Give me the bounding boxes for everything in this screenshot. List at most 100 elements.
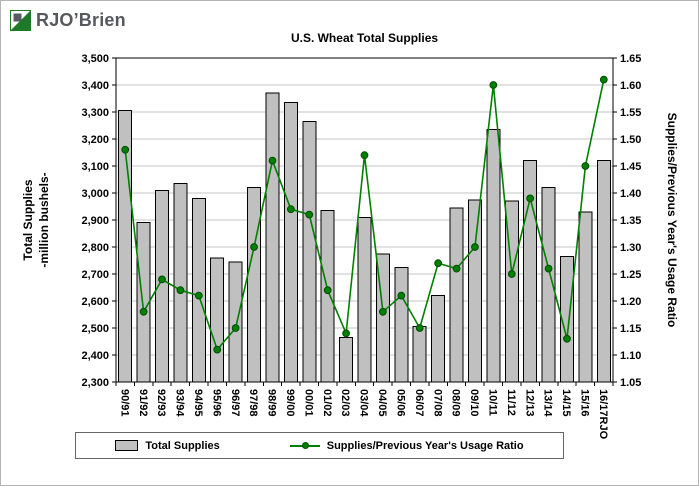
bar-07/08	[431, 295, 446, 383]
x-tick-label: 93/94	[174, 389, 186, 417]
x-tick-label: 15/16	[579, 389, 591, 417]
x-tick-label: 94/95	[192, 389, 204, 417]
y-left-tick-label: 2,400	[81, 350, 109, 362]
x-tick-label: 07/08	[431, 389, 443, 417]
y-left-tick-label: 3,200	[81, 134, 109, 146]
y-right-tick-label: 1.15	[620, 323, 641, 335]
x-tick-label: 99/00	[284, 389, 296, 417]
ratio-point-03/04	[360, 151, 369, 160]
ratio-point-92/93	[158, 275, 166, 284]
bar-96/97	[228, 261, 243, 383]
bar-06/07	[412, 326, 427, 383]
ratio-point-07/08	[434, 259, 443, 268]
y-right-tick-label: 1.35	[620, 215, 641, 227]
ratio-point-00/01	[305, 210, 314, 219]
bar-93/94	[173, 183, 188, 383]
y-left-tick-label: 2,600	[81, 296, 109, 308]
x-tick-label: 16/17RJO	[597, 389, 609, 440]
rjo-brien-logo: RJO’Brien	[10, 10, 126, 31]
bar-15/16	[578, 211, 593, 383]
bar-94/95	[191, 197, 206, 383]
x-tick-label: 08/09	[450, 389, 462, 417]
bar-02/03	[339, 336, 354, 383]
y-right-tick-label: 1.40	[620, 188, 641, 200]
bar-swatch-icon	[115, 440, 139, 451]
y-right-tick-label: 1.50	[620, 134, 641, 146]
logo-text: RJO’Brien	[36, 10, 126, 30]
legend-item-ratio: Supplies/Previous Year's Usage Ratio	[289, 440, 524, 452]
bar-95/96	[210, 257, 225, 383]
ratio-point-96/97	[231, 324, 240, 332]
y-left-tick-label: 3,500	[81, 53, 109, 65]
line-swatch-icon	[289, 441, 320, 450]
x-tick-label: 13/14	[542, 389, 554, 417]
y-right-tick-label: 1.30	[620, 242, 641, 254]
x-tick-label: 00/01	[302, 389, 314, 417]
y-left-tick-label: 2,700	[81, 269, 109, 281]
y-right-axis-title: Supplies/Previous Year's Usage Ratio	[665, 113, 679, 328]
ratio-point-93/94	[176, 286, 185, 295]
ratio-point-99/00	[286, 205, 295, 214]
plot-border	[115, 57, 614, 383]
ratio-point-14/15	[563, 334, 571, 343]
bar-08/09	[449, 207, 464, 383]
ratio-point-91/92	[139, 307, 148, 316]
y-right-tick-label: 1.45	[620, 161, 641, 173]
ratio-point-98/99	[268, 156, 277, 165]
x-tick-label: 91/92	[137, 389, 149, 417]
ratio-point-05/06	[397, 291, 406, 300]
y-right-tick-label: 1.05	[620, 377, 641, 389]
x-tick-label: 03/04	[358, 389, 370, 417]
y-right-tick-label: 1.65	[620, 53, 641, 65]
bar-12/13	[523, 160, 538, 383]
ratio-point-04/05	[379, 307, 387, 316]
ratio-point-97/98	[250, 243, 258, 251]
x-tick-label: 10/11	[487, 389, 499, 416]
bar-98/99	[265, 92, 280, 383]
ratio-point-11/12	[507, 270, 516, 278]
rjo-brien-logo-icon	[10, 10, 31, 31]
x-tick-label: 90/91	[118, 389, 130, 417]
bars-total-supplies	[118, 92, 611, 383]
ratio-point-90/91	[121, 145, 130, 154]
chart-title: U.S. Wheat Total Supplies	[290, 31, 439, 45]
bar-00/01	[302, 120, 317, 383]
y-left-axis-title: -million bushels-	[37, 172, 51, 267]
bar-10/11	[486, 129, 501, 383]
ratio-point-12/13	[526, 194, 535, 203]
ratio-point-06/07	[415, 324, 424, 332]
bar-03/04	[357, 216, 372, 383]
ratio-point-09/10	[471, 243, 479, 251]
y-right-tick-label: 1.60	[620, 80, 641, 92]
y-left-tick-label: 3,000	[81, 188, 109, 200]
bar-09/10	[467, 199, 482, 383]
ratio-point-16/17RJO	[599, 75, 608, 84]
x-tick-label: 01/02	[321, 389, 333, 417]
x-tick-label: 14/15	[560, 389, 572, 417]
y-left-tick-label: 2,500	[81, 323, 109, 335]
y-left-tick-label: 3,400	[81, 80, 109, 92]
y-right-tick-label: 1.10	[620, 350, 641, 362]
x-tick-label: 12/13	[523, 389, 535, 417]
x-tick-label: 92/93	[155, 389, 167, 417]
x-tick-label: 06/07	[413, 389, 425, 417]
ratio-point-01/02	[323, 286, 332, 295]
x-tick-label: 02/03	[339, 389, 351, 417]
bar-16/17RJO	[596, 160, 611, 383]
bar-05/06	[394, 266, 409, 383]
y-left-tick-label: 2,900	[81, 215, 109, 227]
axes: 2,300 2,400 2,500 2,600 2,700 2,800 2,900 3,000…	[21, 53, 679, 440]
y-left-tick-label: 3,100	[81, 161, 109, 173]
ratio-point-95/96	[213, 345, 222, 354]
ratio-line	[121, 75, 608, 354]
x-tick-label: 04/05	[376, 389, 388, 417]
x-tick-label: 98/99	[266, 389, 278, 417]
y-right-tick-label: 1.20	[620, 296, 641, 308]
legend-item-total-supplies: Total Supplies	[115, 440, 220, 452]
x-tick-label: 11/12	[505, 389, 517, 416]
x-tick-label: 95/96	[210, 389, 222, 417]
ratio-point-08/09	[452, 264, 461, 273]
legend: Total Supplies Supplies/Previous Year's …	[75, 432, 564, 459]
